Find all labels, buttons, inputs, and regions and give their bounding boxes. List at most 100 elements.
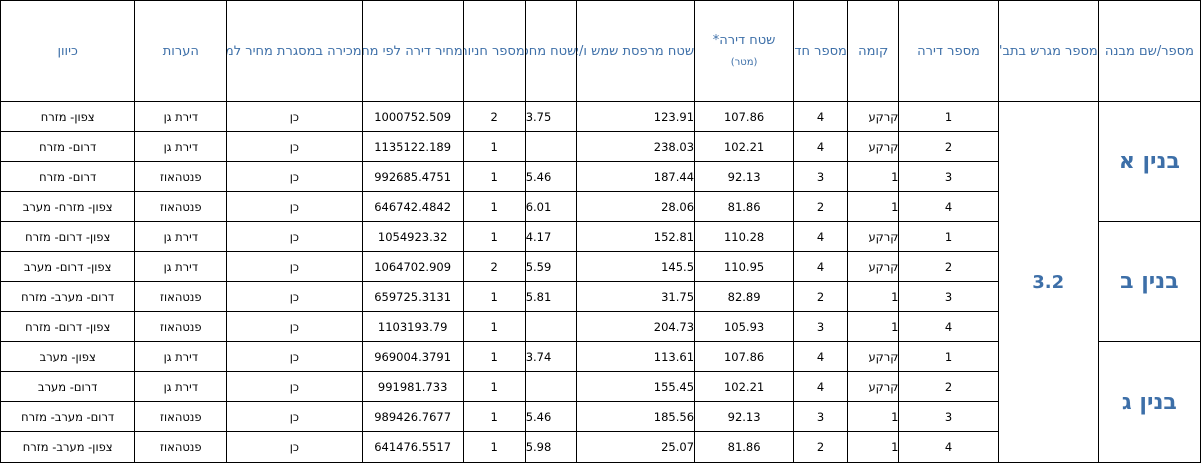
table-row: 4 1 3 105.93 204.73 1 1103193.79 כן פנטהאוז צפון-… [0, 311, 1201, 342]
rooms-cell: 3 [793, 161, 848, 192]
direction-cell: דרום- מערב [0, 371, 136, 402]
header-parking: מספר חניות [462, 0, 526, 102]
plot-number: 3.2 [997, 101, 1099, 463]
notes-cell: פנטהאוז [134, 191, 228, 222]
price-cell: 1054923.32 [361, 221, 464, 252]
apartment-area-cell: 107.86 [694, 341, 795, 372]
floor-cell: קרקע [846, 221, 900, 252]
apartment-area-cell: 81.86 [694, 431, 795, 463]
direction-cell: דרום- מערב- מזרח [0, 281, 136, 312]
notes-cell: דירת גן [134, 221, 228, 252]
storage-area-cell [524, 371, 578, 402]
storage-area-cell: 5.46 [524, 401, 578, 432]
notes-cell: פנטהאוז [134, 311, 228, 342]
storage-area-cell [524, 131, 578, 162]
apartment-area-cell: 107.86 [694, 101, 795, 132]
apartment-number-cell: 2 [898, 371, 999, 402]
floor-cell: קרקע [846, 251, 900, 282]
sold-under-program-cell: כן [226, 161, 363, 192]
storage-area-cell: 5.98 [524, 431, 578, 463]
rooms-cell: 3 [793, 401, 848, 432]
storage-area-cell: 5.81 [524, 281, 578, 312]
header-building: מספר/שם מבנה [1097, 0, 1201, 102]
balcony-area-cell: 155.45 [576, 371, 696, 402]
apartment-area-cell: 82.89 [694, 281, 795, 312]
balcony-area-cell: 187.44 [576, 161, 696, 192]
storage-area-cell: 5.59 [524, 251, 578, 282]
direction-cell: דרום- מזרח [0, 161, 136, 192]
balcony-area-cell: 145.5 [576, 251, 696, 282]
apartment-number-cell: 3 [898, 281, 999, 312]
building-name: בנין ג [1097, 341, 1201, 463]
storage-area-cell: 5.46 [524, 161, 578, 192]
direction-cell: צפון- מערב- מזרח [0, 431, 136, 463]
notes-cell: פנטהאוז [134, 401, 228, 432]
balcony-area-cell: 152.81 [576, 221, 696, 252]
apartment-area-cell: 92.13 [694, 161, 795, 192]
table-row: 3 1 2 82.89 31.75 5.81 1 659725.3131 כן פנטהאוז דר… [0, 281, 1201, 312]
price-cell: 1000752.509 [361, 101, 464, 132]
floor-cell: 1 [846, 401, 900, 432]
sold-under-program-cell: כן [226, 431, 363, 463]
notes-cell: פנטהאוז [134, 281, 228, 312]
apartment-area-cell: 81.86 [694, 191, 795, 222]
floor-cell: קרקע [846, 371, 900, 402]
apartment-number-cell: 4 [898, 311, 999, 342]
apartment-number-cell: 2 [898, 251, 999, 282]
price-cell: 659725.3131 [361, 281, 464, 312]
header-plot: מספר מגרש בתב"ע [997, 0, 1099, 102]
notes-cell: פנטהאוז [134, 161, 228, 192]
header-sold: מכירה במסגרת מחיר למשתכן (כן/לא) [226, 0, 363, 102]
balcony-area-cell: 204.73 [576, 311, 696, 342]
rooms-cell: 4 [793, 341, 848, 372]
apartment-number-cell: 1 [898, 341, 999, 372]
storage-area-cell: 6.01 [524, 191, 578, 222]
parking-count-cell: 1 [462, 311, 526, 342]
sold-under-program-cell: כן [226, 341, 363, 372]
header-row: מספר/שם מבנה מספר מגרש בתב"ע מספר דירה ק… [0, 0, 1201, 102]
parking-count-cell: 2 [462, 101, 526, 132]
table-row: בנין ג 1 קרקע 4 107.86 113.61 3.74 1 969004.3791… [0, 341, 1201, 463]
parking-count-cell: 1 [462, 161, 526, 192]
sold-under-program-cell: כן [226, 371, 363, 402]
balcony-area-cell: 123.91 [576, 101, 696, 132]
balcony-area-cell: 113.61 [576, 341, 696, 372]
price-cell: 991981.733 [361, 371, 464, 402]
price-cell: 646742.4842 [361, 191, 464, 222]
rooms-cell: 4 [793, 131, 848, 162]
price-cell: 989426.7677 [361, 401, 464, 432]
notes-cell: דירת גן [134, 251, 228, 282]
rooms-cell: 4 [793, 251, 848, 282]
table-row: בנין א 3.2 1 קרקע 4 107.86 123.91 3.75 2 1000752.… [0, 101, 1201, 463]
price-cell: 1064702.909 [361, 251, 464, 282]
price-cell: 992685.4751 [361, 161, 464, 192]
parking-count-cell: 1 [462, 431, 526, 463]
apartment-number-cell: 1 [898, 101, 999, 132]
floor-cell: 1 [846, 311, 900, 342]
storage-area-cell [524, 311, 578, 342]
table-row: 2 קרקע 4 102.21 155.45 1 991981.733 כן דירת גן דר… [0, 371, 1201, 402]
apartment-number-cell: 4 [898, 431, 999, 463]
header-price: מחיר דירה לפי מחיר למשתכן [361, 0, 464, 102]
direction-cell: צפון- מזרח- מערב [0, 191, 136, 222]
notes-cell: פנטהאוז [134, 431, 228, 463]
floor-cell: קרקע [846, 341, 900, 372]
price-cell: 641476.5517 [361, 431, 464, 463]
parking-count-cell: 1 [462, 221, 526, 252]
header-direction: כיוון [0, 0, 136, 102]
header-area: שטח דירה* (מטר) [694, 0, 795, 102]
header-floor: קומה [846, 0, 900, 102]
table-row: 3 1 3 92.13 185.56 5.46 1 989426.7677 כן פנטהאוז ד… [0, 401, 1201, 432]
sold-under-program-cell: כן [226, 311, 363, 342]
apartment-area-cell: 102.21 [694, 371, 795, 402]
header-rooms: מספר חדרים [793, 0, 848, 102]
balcony-area-cell: 238.03 [576, 131, 696, 162]
apartment-area-cell: 105.93 [694, 311, 795, 342]
balcony-area-cell: 185.56 [576, 401, 696, 432]
header-area-unit: (מטר) [730, 56, 758, 68]
header-notes: הערות [134, 0, 228, 102]
apartment-number-cell: 4 [898, 191, 999, 222]
floor-cell: קרקע [846, 101, 900, 132]
parking-count-cell: 1 [462, 131, 526, 162]
rooms-cell: 2 [793, 281, 848, 312]
